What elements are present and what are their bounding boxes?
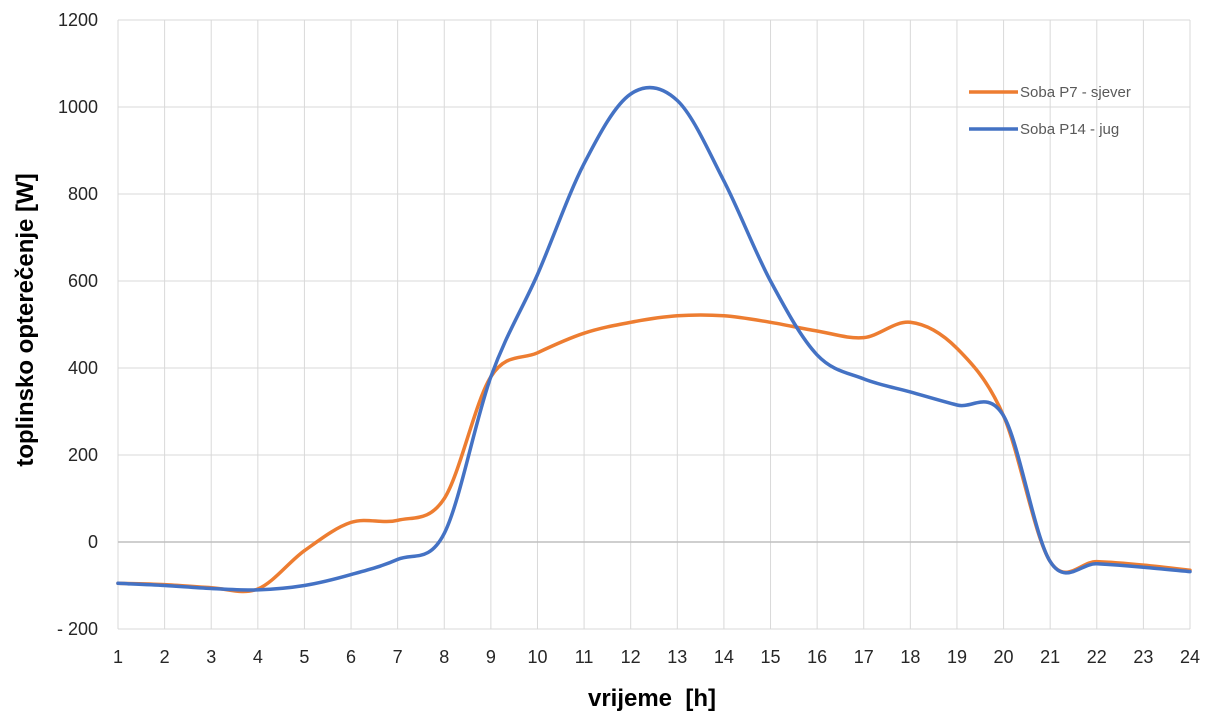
x-tick-label: 23	[1133, 647, 1153, 667]
x-tick-label: 5	[299, 647, 309, 667]
series-line-1	[116, 313, 1192, 594]
y-tick-label: 0	[88, 532, 98, 552]
x-tick-label: 12	[621, 647, 641, 667]
legend-label: Soba P7 - sjever	[1020, 84, 1131, 101]
x-tick-label: 6	[346, 647, 356, 667]
x-tick-label: 10	[527, 647, 547, 667]
legend-label: Soba P14 - jug	[1020, 121, 1119, 138]
x-tick-labels: 1 2 3 4 5 6 7 8 9 10 11 12 13 14 15 16 17 18 19 20 21 22 23 24	[113, 647, 1200, 667]
x-tick-label: 17	[854, 647, 874, 667]
y-tick-label: - 200	[57, 619, 98, 639]
x-tick-label: 15	[761, 647, 781, 667]
y-tick-label: 400	[68, 358, 98, 378]
x-tick-label: 11	[575, 647, 594, 667]
y-axis-title: toplinsko opterečenje [W]	[12, 173, 39, 466]
legend: Soba P7 - sjever Soba P14 - jug	[969, 84, 1131, 138]
x-tick-label: 18	[900, 647, 920, 667]
x-tick-label: 13	[667, 647, 687, 667]
x-tick-label: 8	[439, 647, 449, 667]
y-tick-label: 1000	[58, 97, 98, 117]
x-tick-label: 16	[807, 647, 827, 667]
x-tick-label: 24	[1180, 647, 1200, 667]
y-tick-label: 200	[68, 445, 98, 465]
y-tick-label: 600	[68, 271, 98, 291]
x-tick-label: 7	[393, 647, 403, 667]
x-tick-label: 19	[947, 647, 967, 667]
grid-lines	[117, 19, 1191, 630]
y-tick-label: 1200	[58, 10, 98, 30]
series-lines	[116, 85, 1192, 594]
x-tick-label: 4	[253, 647, 263, 667]
x-tick-label: 3	[206, 647, 216, 667]
x-tick-label: 21	[1040, 647, 1060, 667]
series-line-2	[116, 85, 1192, 592]
x-tick-label: 1	[113, 647, 123, 667]
x-tick-label: 2	[160, 647, 170, 667]
x-tick-label: 9	[486, 647, 496, 667]
x-tick-label: 22	[1087, 647, 1107, 667]
y-tick-label: 800	[68, 184, 98, 204]
y-tick-labels: - 200 0 200 400 600 800 1000 1200	[57, 10, 98, 639]
x-tick-label: 14	[714, 647, 734, 667]
x-tick-label: 20	[994, 647, 1014, 667]
x-axis-title: vrijeme [h]	[588, 685, 716, 712]
